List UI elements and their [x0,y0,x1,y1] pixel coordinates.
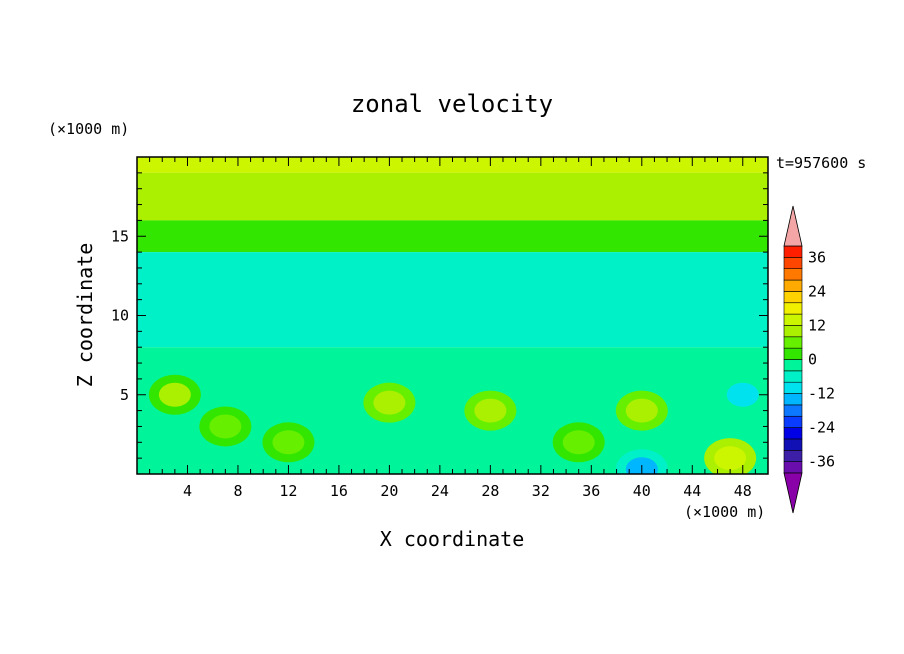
x-tick-label: 44 [683,482,701,500]
colorbar-swatch [783,404,803,417]
x-tick-label: 24 [431,482,449,500]
colorbar-swatch [783,415,803,428]
field-band-2 [137,220,768,253]
colorbar-swatch [783,381,803,394]
y-axis: 5 10 15 [111,172,768,459]
colorbar-swatch [783,279,803,292]
colorbar-tick-label: 0 [808,351,817,369]
x-tick-label: 20 [380,482,398,500]
field-blob-2 [272,430,305,455]
colorbar-tick-label: 24 [808,282,826,300]
field-blob-0 [158,382,191,407]
x-tick-label: 16 [330,482,348,500]
colorbar-tick-label: -24 [808,419,835,437]
x-units-label: (×1000 m) [684,503,765,521]
x-axis-label: X coordinate [380,527,525,551]
y-tick-label: 10 [111,307,129,325]
x-tick-label: 28 [481,482,499,500]
colorbar-tick-label: 36 [808,248,826,266]
colorbar-over-arrow [783,205,803,247]
y-axis-label: Z coordinate [73,243,97,388]
velocity-field [137,157,768,474]
colorbar-swatch [783,461,803,474]
colorbar-swatch [783,449,803,462]
colorbar-swatch [783,438,803,451]
colorbar-swatch [783,370,803,383]
colorbar-tick-label: -12 [808,385,835,403]
x-tick-label: 40 [633,482,651,500]
colorbar-tick-label: 12 [808,316,826,334]
colorbar: -36 -24 -12 0 12 24 36 [783,205,835,514]
colorbar-swatch [783,347,803,360]
colorbar-swatch [783,359,803,372]
colorbar-swatch [783,291,803,304]
field-blob-3 [373,390,406,415]
x-tick-label: 32 [532,482,550,500]
y-units-label: (×1000 m) [48,120,129,138]
field-blob-4 [474,398,507,423]
field-blob-1 [209,414,242,439]
colorbar-swatch [783,325,803,338]
x-tick-label: 48 [734,482,752,500]
time-label: t=957600 s [776,154,866,172]
x-tick-label: 36 [582,482,600,500]
chart-title: zonal velocity [351,90,553,118]
x-tick-label: 4 [183,482,192,500]
colorbar-swatch [783,393,803,406]
colorbar-swatch [783,302,803,315]
y-tick-label: 5 [120,386,129,404]
colorbar-tick-label: -36 [808,453,835,471]
y-tick-label: 15 [111,227,129,245]
x-tick-label: 8 [233,482,242,500]
colorbar-swatch [783,336,803,349]
field-band-0 [137,157,768,173]
colorbar-swatch [783,268,803,281]
field-blob-5 [562,430,595,455]
colorbar-swatch [783,245,803,258]
field-blob-9 [726,382,759,407]
colorbar-swatch [783,257,803,270]
x-axis: 4 8 12 16 20 24 28 32 36 40 44 48 [149,157,756,500]
field-blob-6 [625,398,658,423]
colorbar-swatch [783,313,803,326]
field-band-3 [137,252,768,348]
colorbar-under-arrow [783,472,803,514]
x-tick-label: 12 [279,482,297,500]
field-blob-7 [714,446,747,471]
field-band-1 [137,172,768,221]
colorbar-swatch [783,427,803,440]
